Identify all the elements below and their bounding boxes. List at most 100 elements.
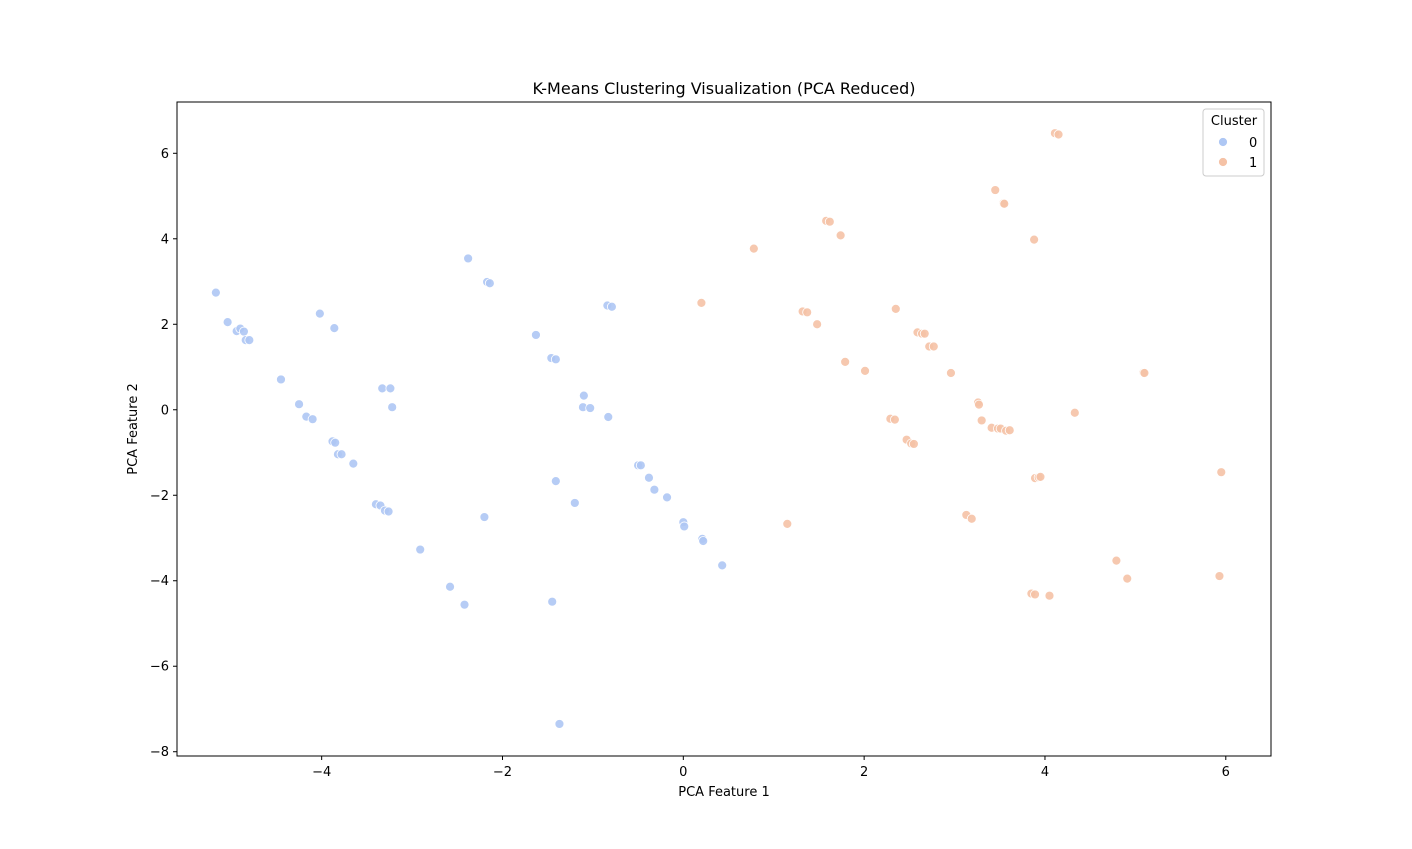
y-tick-label: −8 [150, 745, 169, 760]
point-cluster-0-51 [679, 521, 690, 532]
y-tick-label: −6 [150, 660, 169, 675]
point-cluster-0-0 [210, 287, 221, 298]
point-cluster-0-43 [606, 301, 617, 312]
point-cluster-0-23 [385, 383, 396, 394]
point-cluster-0-26 [445, 581, 455, 592]
y-tick-label: 4 [161, 232, 169, 247]
point-cluster-1-44 [1053, 129, 1064, 140]
point-cluster-1-16 [908, 439, 919, 449]
point-cluster-0-29 [479, 512, 490, 522]
point-cluster-1-46 [1111, 555, 1122, 566]
y-axis-ticks: −8 −6 −4 −2 0 2 4 6 [150, 147, 177, 760]
point-cluster-1-51 [1216, 467, 1227, 478]
point-cluster-0-35 [547, 596, 558, 607]
point-cluster-0-39 [578, 390, 589, 401]
point-cluster-1-47 [1122, 573, 1133, 584]
point-cluster-0-10 [307, 414, 318, 425]
point-cluster-0-54 [717, 560, 728, 571]
point-cluster-1-41 [1035, 471, 1046, 482]
x-axis-ticks: −4 −2 0 2 4 6 [312, 756, 1230, 780]
point-cluster-0-28 [463, 253, 474, 264]
point-cluster-1-37 [1030, 589, 1040, 600]
point-cluster-1-24 [966, 513, 977, 524]
point-cluster-0-8 [294, 399, 304, 410]
point-cluster-0-25 [415, 544, 426, 555]
point-cluster-0-32 [531, 330, 541, 340]
point-cluster-1-10 [860, 365, 870, 376]
point-cluster-0-44 [603, 412, 614, 422]
point-cluster-1-0 [696, 297, 707, 308]
legend-box [1202, 108, 1265, 177]
point-cluster-1-42 [1044, 590, 1055, 601]
x-axis-label: PCA Feature 1 [678, 785, 769, 800]
point-cluster-1-27 [976, 415, 987, 426]
point-cluster-0-4 [239, 326, 249, 337]
point-cluster-1-13 [890, 303, 901, 314]
point-cluster-1-29 [990, 185, 1001, 195]
x-tick-label: 6 [1222, 765, 1230, 780]
y-tick-label: −2 [150, 489, 169, 504]
point-cluster-0-14 [329, 323, 340, 334]
point-cluster-0-46 [635, 460, 646, 471]
point-cluster-1-5 [812, 319, 823, 330]
point-cluster-0-36 [550, 476, 561, 487]
point-cluster-1-50 [1214, 571, 1225, 581]
x-tick-label: −2 [493, 765, 512, 780]
legend-label-cluster-1: 1 [1249, 156, 1257, 171]
point-cluster-1-22 [946, 368, 956, 378]
x-tick-label: −4 [312, 765, 331, 780]
point-cluster-0-49 [662, 492, 672, 503]
y-tick-label: 6 [161, 147, 169, 162]
point-cluster-1-33 [999, 198, 1010, 209]
point-cluster-0-38 [569, 498, 580, 508]
point-cluster-1-21 [928, 341, 939, 352]
legend-label-cluster-0: 0 [1249, 136, 1257, 151]
point-cluster-0-11 [314, 308, 325, 319]
point-cluster-1-9 [840, 356, 851, 367]
legend-marker-cluster-0 [1218, 137, 1228, 147]
plot-frame [176, 101, 1272, 757]
chart-title: K-Means Clustering Visualization (PCA Re… [532, 79, 915, 98]
point-cluster-1-8 [835, 230, 846, 241]
point-cluster-0-48 [649, 484, 660, 495]
y-tick-label: 0 [161, 403, 169, 418]
point-cluster-1-38 [1029, 234, 1040, 245]
point-cluster-1-49 [1139, 368, 1150, 378]
point-cluster-1-35 [1004, 425, 1015, 436]
point-cluster-0-53 [698, 536, 709, 546]
point-cluster-1-2 [782, 518, 793, 529]
legend-marker-cluster-1 [1218, 157, 1228, 167]
x-tick-label: 4 [1041, 765, 1049, 780]
point-cluster-0-7 [276, 374, 286, 385]
point-cluster-1-7 [824, 216, 835, 227]
point-cluster-1-19 [919, 328, 930, 339]
point-cluster-0-31 [484, 278, 495, 289]
point-cluster-0-27 [459, 599, 470, 610]
point-cluster-1-12 [889, 414, 900, 425]
point-cluster-0-20 [377, 383, 388, 394]
y-tick-label: −4 [150, 574, 169, 589]
point-cluster-1-45 [1069, 407, 1080, 418]
point-cluster-0-1 [222, 317, 233, 328]
point-cluster-0-16 [336, 449, 347, 460]
point-cluster-0-34 [550, 354, 561, 365]
point-cluster-1-26 [974, 399, 984, 410]
point-cluster-0-17 [348, 458, 359, 469]
point-cluster-0-37 [554, 719, 565, 729]
point-cluster-1-1 [748, 243, 759, 254]
x-tick-label: 2 [860, 765, 868, 780]
legend: Cluster 0 1 [1202, 108, 1265, 177]
point-cluster-0-47 [644, 472, 654, 483]
point-cluster-0-22 [383, 506, 394, 517]
point-cluster-0-6 [244, 335, 255, 345]
points-layer [210, 128, 1227, 729]
point-cluster-0-13 [330, 437, 341, 448]
y-axis-label: PCA Feature 2 [126, 383, 141, 474]
legend-title: Cluster [1211, 114, 1258, 129]
x-tick-label: 0 [679, 765, 687, 780]
point-cluster-0-41 [585, 403, 596, 413]
point-cluster-1-4 [802, 307, 813, 318]
point-cluster-0-24 [387, 402, 398, 413]
